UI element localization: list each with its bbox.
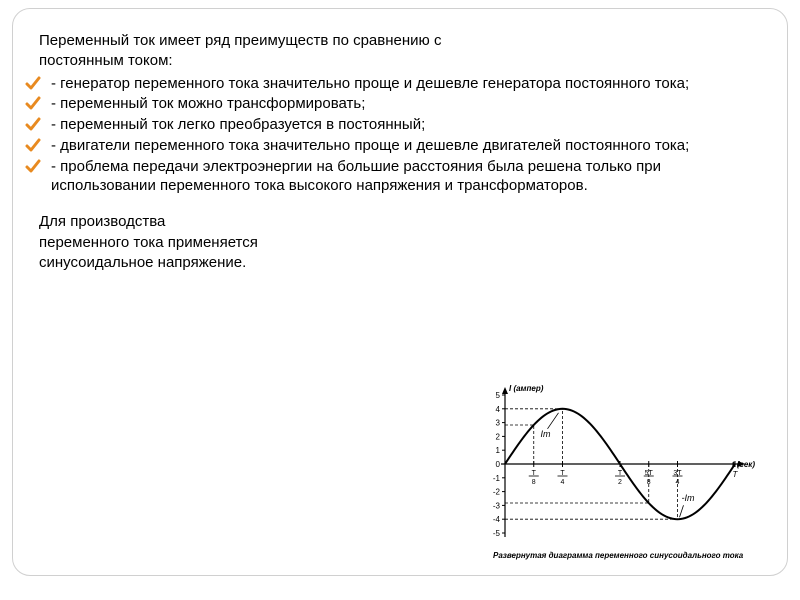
intro-line-1: Переменный ток имеет ряд преимуществ по … <box>39 31 761 51</box>
svg-text:-2: -2 <box>493 488 501 497</box>
svg-text:Im: Im <box>541 429 552 439</box>
closing-line-3: синусоидальное напряжение. <box>39 253 761 273</box>
check-icon <box>25 159 41 175</box>
list-item: - генератор переменного тока значительно… <box>25 74 761 94</box>
bullet-text: - переменный ток легко преобразуется в п… <box>51 116 425 133</box>
svg-text:-Im: -Im <box>682 493 695 503</box>
list-item: - переменный ток легко преобразуется в п… <box>25 115 761 135</box>
svg-text:2: 2 <box>618 479 622 486</box>
bullet-list: - генератор переменного тока значительно… <box>25 74 761 197</box>
svg-text:-4: -4 <box>493 515 501 524</box>
svg-text:-1: -1 <box>493 474 501 483</box>
svg-text:1: 1 <box>496 446 501 455</box>
svg-text:0: 0 <box>496 460 501 469</box>
list-item: - переменный ток можно трансформировать; <box>25 94 761 114</box>
svg-text:-3: -3 <box>493 501 501 510</box>
bullet-text: - проблема передачи электроэнергии на бо… <box>51 158 661 195</box>
bullet-text: - переменный ток можно трансформировать; <box>51 95 365 112</box>
sine-chart: I (ампер)t (сек)-5-4-3-2-1123450T8T4T25T… <box>475 379 757 569</box>
closing-line-2: переменного тока применяется <box>39 233 761 253</box>
svg-text:4: 4 <box>561 479 565 486</box>
list-item: - двигатели переменного тока значительно… <box>25 136 761 156</box>
check-icon <box>25 138 41 154</box>
intro-line-2: постоянным током: <box>39 51 761 71</box>
svg-text:-5: -5 <box>493 529 501 538</box>
bullet-text: - двигатели переменного тока значительно… <box>51 137 689 154</box>
svg-text:2: 2 <box>496 432 501 441</box>
svg-text:8: 8 <box>532 479 536 486</box>
check-icon <box>25 117 41 133</box>
svg-text:I (ампер): I (ампер) <box>509 384 544 393</box>
sine-chart-svg: I (ампер)t (сек)-5-4-3-2-1123450T8T4T25T… <box>475 379 757 549</box>
svg-text:4: 4 <box>496 405 501 414</box>
bullet-text: - генератор переменного тока значительно… <box>51 75 689 92</box>
closing-line-1: Для производства <box>39 212 761 232</box>
chart-caption: Развернутая диаграмма переменного синусо… <box>493 551 757 560</box>
check-icon <box>25 96 41 112</box>
closing-block: Для производства переменного тока примен… <box>39 212 761 273</box>
svg-text:T: T <box>733 470 739 479</box>
check-icon <box>25 76 41 92</box>
intro-block: Переменный ток имеет ряд преимуществ по … <box>25 31 761 72</box>
list-item: - проблема передачи электроэнергии на бо… <box>25 157 761 197</box>
slide-frame: Переменный ток имеет ряд преимуществ по … <box>12 8 788 576</box>
svg-text:5: 5 <box>496 391 501 400</box>
svg-text:3: 3 <box>496 419 501 428</box>
